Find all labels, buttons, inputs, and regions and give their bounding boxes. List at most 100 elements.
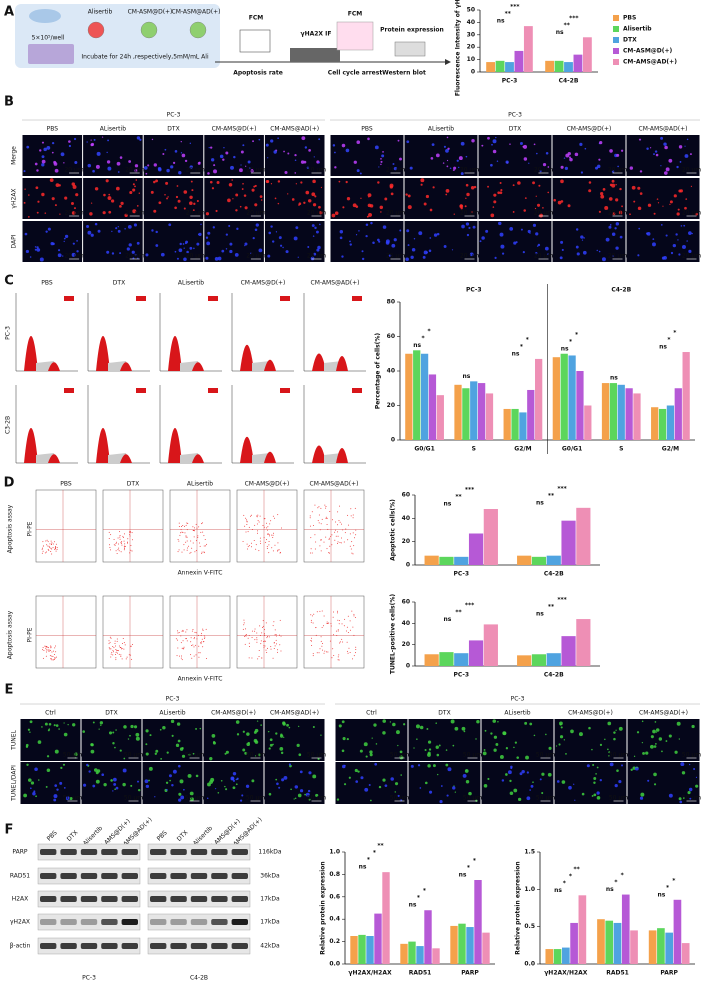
event (118, 653, 120, 655)
cell-dot (93, 138, 96, 141)
cell-dot (637, 254, 640, 257)
cell-dot (217, 791, 220, 794)
event (117, 652, 119, 654)
cell-dot (616, 769, 619, 772)
event (185, 524, 187, 526)
micro-image (627, 762, 700, 804)
event (205, 545, 207, 547)
cell-dot (171, 784, 174, 787)
cell-dot (243, 194, 247, 197)
event (271, 547, 273, 549)
bar (474, 880, 482, 964)
cell-dot (189, 797, 194, 802)
event (55, 651, 57, 653)
event (330, 622, 332, 624)
cell-dot (229, 249, 233, 254)
cell-dot (515, 241, 518, 244)
cell-dot (400, 774, 403, 776)
cell-dot (656, 198, 659, 200)
cell-dot (179, 242, 182, 246)
cell-dot (535, 232, 539, 236)
event (114, 640, 116, 642)
cell-dot (605, 237, 610, 242)
event (266, 637, 268, 639)
cell-dot (496, 160, 499, 162)
event (259, 540, 261, 542)
event (345, 630, 347, 632)
event (266, 547, 268, 549)
cell-dot (287, 152, 290, 155)
event (245, 628, 247, 630)
cell-dot (298, 725, 300, 728)
cell-dot (111, 199, 115, 203)
cell-dot (397, 744, 399, 747)
event (54, 647, 56, 649)
cell-dot (181, 754, 186, 758)
event (327, 651, 329, 653)
y-tick-label: 10 (467, 56, 475, 63)
event (247, 637, 249, 639)
cell-dot (360, 197, 362, 199)
cell-dot (653, 745, 657, 748)
cell-dot (296, 743, 300, 748)
bar (673, 899, 682, 964)
x-tick-label: PC-3 (453, 672, 469, 679)
bar (578, 895, 587, 964)
bar (477, 383, 486, 440)
event (53, 653, 55, 655)
cell-dot (348, 776, 351, 779)
event (122, 638, 124, 640)
cell-dot (539, 213, 543, 218)
hist-legend (136, 296, 146, 301)
event (267, 526, 269, 528)
cell-dot (314, 226, 317, 230)
event (114, 643, 116, 645)
cell-dot (308, 771, 312, 775)
event (337, 541, 339, 543)
event (264, 640, 266, 642)
cell-dot (189, 195, 193, 199)
event (54, 656, 56, 658)
cell-dot (236, 733, 240, 736)
cell-dot (413, 747, 415, 749)
event (354, 507, 356, 509)
cell-dot (41, 155, 45, 159)
cell-label: C4-2B (190, 975, 208, 982)
event (338, 520, 340, 522)
size-label: 36kDa (260, 873, 280, 880)
band (170, 873, 187, 879)
band (211, 896, 228, 902)
cell-dot (68, 144, 72, 148)
significance: ** (574, 866, 581, 873)
g1-peak (168, 336, 182, 371)
event (129, 534, 131, 536)
event (183, 648, 185, 650)
cell-dot (427, 740, 432, 744)
cell-dot (198, 232, 202, 237)
event (329, 510, 331, 512)
column-label: CM-AMS@AD(+) (311, 280, 360, 287)
cell-dot (189, 165, 193, 169)
cell-dot (290, 788, 292, 791)
event (337, 656, 339, 658)
cell-dot (608, 225, 612, 229)
row-label: C3-2B (5, 416, 12, 434)
cell-dot (240, 799, 243, 802)
cell-dot (304, 146, 308, 149)
cell-dot (565, 752, 567, 755)
y-axis-label: Relative protein expression (320, 861, 327, 954)
cell-dot (641, 742, 644, 744)
significance: * (673, 330, 677, 337)
event (192, 628, 194, 630)
cell-dot (419, 787, 422, 789)
micro-image (203, 719, 264, 761)
band (211, 849, 228, 855)
event (348, 647, 350, 649)
event (114, 544, 116, 546)
event (332, 648, 334, 650)
cell-dot (95, 779, 100, 784)
event (49, 655, 51, 657)
event (310, 640, 312, 642)
event (54, 645, 56, 647)
cell-dot (542, 207, 544, 209)
